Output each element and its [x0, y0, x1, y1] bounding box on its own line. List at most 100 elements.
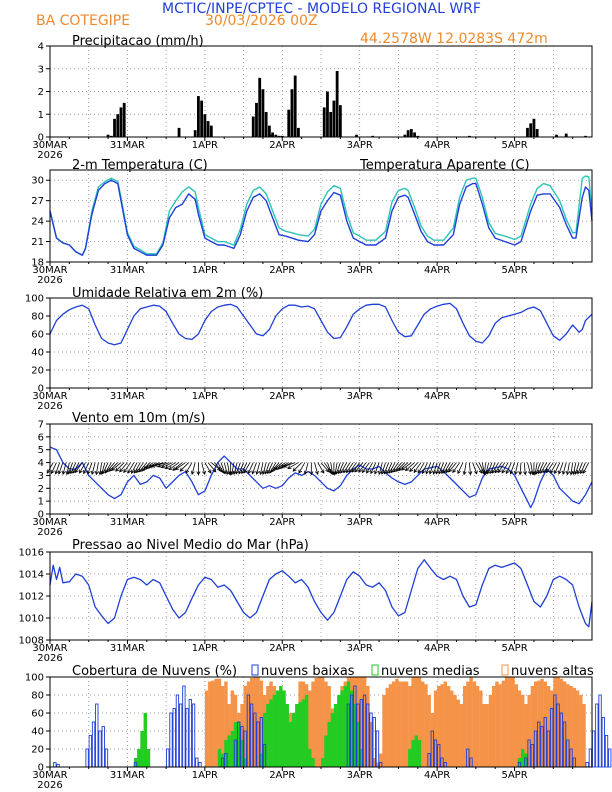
precip-bar — [406, 130, 410, 137]
wind-vector — [358, 462, 367, 473]
wind-arrowhead — [494, 469, 499, 474]
wind-arrowhead — [212, 468, 217, 473]
x-tick-label: 3APR — [347, 140, 373, 151]
wind-vector — [145, 462, 157, 469]
wind-vector — [75, 462, 83, 473]
x-tick-label: 31MAR — [110, 140, 145, 151]
x-tick-label: 3APR — [347, 770, 373, 781]
x-tick-label: 4APR — [424, 517, 450, 528]
cloud-bar-high — [469, 677, 473, 767]
wind-arrowhead — [398, 466, 403, 471]
wind-vector — [505, 462, 512, 474]
cloud-bar-high — [459, 704, 464, 767]
x-tick-label: 2APR — [269, 265, 295, 276]
wind-vector — [381, 462, 386, 475]
cloud-bar-mid — [417, 740, 422, 767]
wind-vector — [101, 462, 106, 475]
wind-arrowhead — [565, 470, 570, 476]
wind-vector — [401, 462, 412, 471]
precip-bar — [329, 111, 333, 137]
panel-title: Pressao ao Nivel Medio do Mar (hPa) — [72, 538, 309, 553]
cloud-bar-mid — [288, 722, 293, 767]
cloud-bar-mid — [330, 713, 335, 767]
wind-arrowhead — [509, 470, 514, 475]
wind-vector — [157, 462, 170, 468]
x-year-label: 2026 — [37, 275, 62, 286]
wind-vector — [251, 462, 257, 474]
cloud-bar-high — [366, 686, 370, 767]
precip-bar — [177, 127, 181, 137]
cloud-bar-mid — [414, 735, 418, 767]
x-tick-label: 31MAR — [110, 643, 145, 654]
wind-vector — [260, 462, 264, 475]
wind-vector — [448, 462, 457, 473]
wind-arrowhead — [283, 463, 288, 468]
wind-vector — [165, 462, 177, 469]
cloud-bar-mid — [259, 753, 264, 767]
wind-arrowhead — [554, 469, 558, 475]
x-tick-label: 1APR — [192, 770, 218, 781]
precip-bar — [526, 127, 529, 137]
legend-apparent-temp: Temperatura Aparente (C) — [359, 158, 530, 173]
wind-arrowhead — [370, 469, 374, 475]
precip-bar — [251, 116, 255, 137]
x-year-label: 2026 — [37, 780, 62, 791]
cloud-bar-high — [311, 681, 315, 767]
wind-arrowhead — [287, 465, 292, 470]
x-tick-label: 2APR — [269, 391, 295, 402]
wind-arrowhead — [131, 469, 135, 474]
precip-bar — [200, 100, 204, 137]
cloud-bar-high — [482, 704, 486, 767]
wind-arrowhead — [380, 470, 385, 475]
wind-vector — [127, 462, 135, 474]
wind-vector — [481, 462, 485, 475]
wind-vector — [320, 462, 330, 473]
cloud-bar-high — [540, 678, 544, 767]
cloud-bar-low — [608, 748, 612, 768]
wind-vector — [383, 462, 390, 474]
wind-vector — [214, 462, 223, 473]
cloud-bar-high — [246, 681, 251, 767]
x-tick-label: 31MAR — [110, 770, 145, 781]
x-tick-label: 3APR — [347, 391, 373, 402]
wind-arrowhead — [346, 468, 350, 474]
wind-vector — [275, 462, 286, 470]
x-tick-label: 4APR — [424, 391, 450, 402]
wind-vector — [497, 462, 506, 473]
cloud-bar-high — [362, 677, 367, 767]
cloud-bar-mid — [243, 758, 247, 767]
wind-vector — [247, 462, 254, 474]
wind-arrowhead — [123, 468, 128, 474]
wind-vector — [58, 462, 64, 474]
wind-vector — [106, 462, 115, 473]
precip-bar — [287, 109, 291, 137]
wind-vector — [433, 462, 438, 475]
wind-vector — [349, 462, 357, 473]
wind-vector — [143, 462, 154, 470]
legend-swatch — [371, 664, 379, 676]
cloud-bar-high — [575, 690, 580, 767]
wind-vector — [352, 462, 361, 473]
cloud-bar-high — [553, 677, 557, 767]
wind-arrowhead — [247, 469, 252, 475]
cloud-bar-high — [427, 695, 431, 767]
wind-arrowhead — [457, 469, 461, 475]
wind-arrowhead — [196, 471, 201, 476]
wind-arrowhead — [207, 469, 212, 474]
cloud-bar-high — [417, 677, 422, 767]
cloud-bar-mid — [298, 702, 302, 767]
wind-vector — [494, 462, 503, 473]
y-tick-label: 1014 — [19, 570, 44, 581]
cloud-bar-high — [537, 680, 541, 767]
cloud-bar-mid — [350, 690, 354, 767]
wind-arrowhead — [83, 469, 87, 475]
wind-arrowhead — [226, 470, 231, 476]
wind-vector — [469, 462, 471, 475]
wind-vector — [111, 462, 122, 471]
cloud-bar-mid — [521, 749, 525, 767]
wind-vector — [572, 462, 577, 475]
wind-vector — [72, 462, 80, 474]
cloud-bar-high — [433, 690, 438, 767]
cloud-bar-high — [456, 699, 460, 767]
wind-vector — [577, 462, 583, 474]
